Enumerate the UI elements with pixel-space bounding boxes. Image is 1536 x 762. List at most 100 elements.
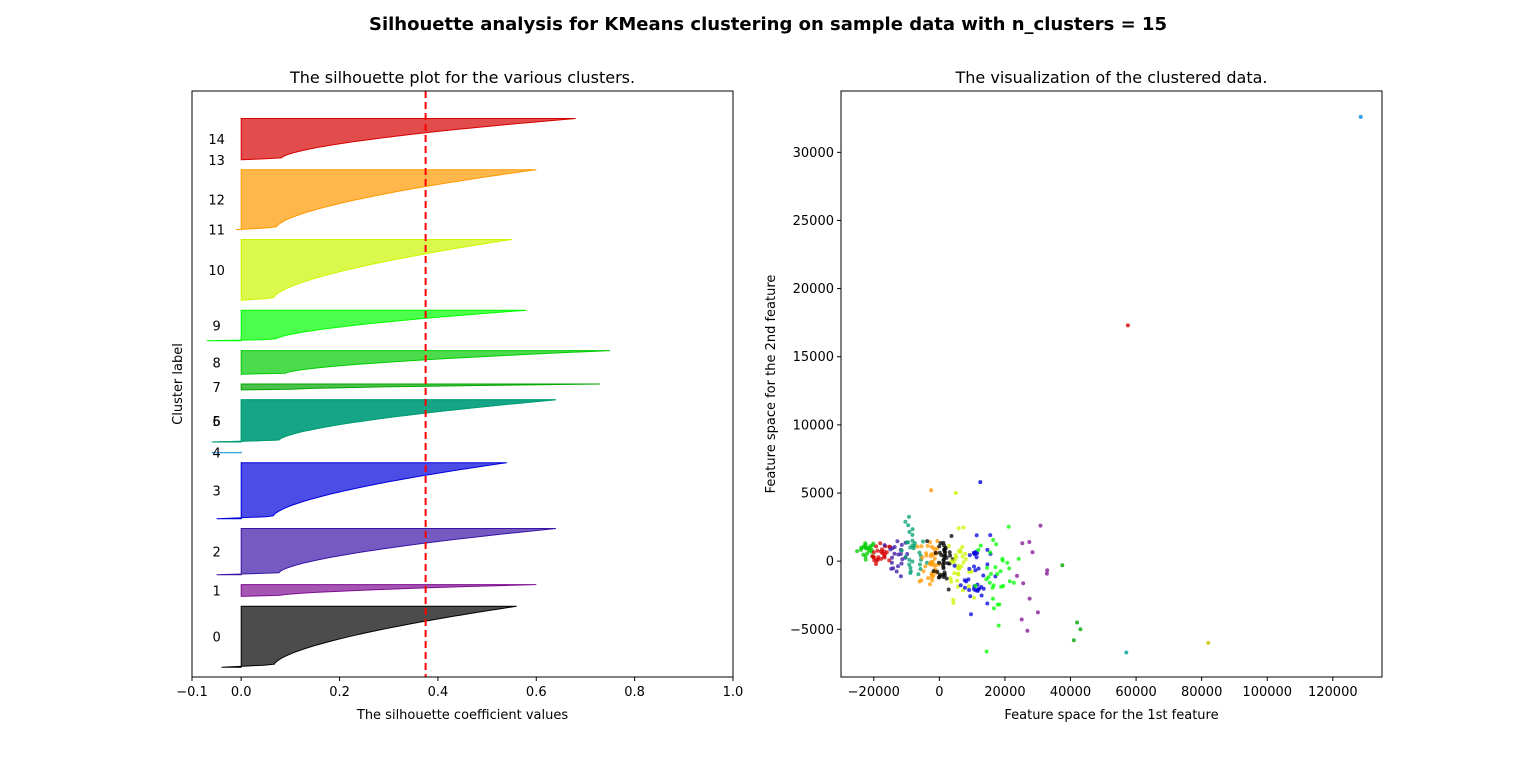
cluster-label-6: 6 (212, 415, 220, 430)
scatter-point (945, 561, 950, 566)
scatter-point (937, 544, 942, 549)
scatter-plot-panel: The visualization of the clustered data.… (764, 68, 1383, 723)
scatter-point (985, 601, 990, 606)
scatter-point (872, 558, 877, 563)
scatter-point (916, 572, 921, 577)
scatter-point (999, 584, 1004, 589)
silhouette-cluster-9 (206, 309, 527, 342)
scatter-point (905, 540, 909, 545)
scatter-point (929, 561, 934, 566)
scatter-point (974, 533, 979, 538)
cluster-label-13: 13 (208, 154, 225, 169)
silhouette-x-tick-label: 0.8 (624, 685, 645, 700)
scatter-point (921, 569, 926, 574)
scatter-y-ticks: −5000 0 5000 10000 15000 20000 25000 30000 (790, 146, 841, 638)
scatter-point (949, 579, 954, 584)
scatter-point (985, 562, 990, 567)
cluster-label-5: 5 (212, 415, 220, 430)
scatter-point (961, 560, 966, 565)
silhouette-x-tick-label: −0.1 (176, 685, 208, 700)
scatter-point (1071, 638, 1076, 643)
scatter-point (910, 532, 915, 537)
cluster-label-10: 10 (208, 264, 225, 279)
scatter-x-tick-label: 0 (935, 685, 943, 700)
scatter-point (956, 549, 961, 554)
scatter-point (967, 566, 972, 571)
scatter-point (984, 649, 989, 654)
scatter-point (963, 551, 968, 556)
scatter-point (918, 567, 923, 571)
scatter-point (1044, 571, 1049, 576)
scatter-point (894, 569, 899, 574)
scatter-point (944, 576, 949, 581)
scatter-point (871, 554, 876, 559)
scatter-point (1045, 568, 1050, 573)
scatter-point (962, 578, 967, 583)
scatter-x-tick-label: −20000 (848, 685, 900, 700)
scatter-point (1005, 560, 1010, 565)
scatter-point (995, 572, 1000, 576)
scatter-point (994, 542, 999, 547)
scatter-point (938, 541, 943, 546)
figure-suptitle: Silhouette analysis for KMeans clusterin… (369, 14, 1167, 35)
silhouette-x-ticks: −0.1 0.0 0.2 0.4 0.6 0.8 1.0 (176, 677, 743, 700)
scatter-point (1015, 573, 1019, 578)
scatter-point (1019, 617, 1024, 622)
scatter-point (975, 588, 980, 593)
scatter-point (875, 548, 880, 553)
scatter-y-tick-label: 0 (826, 555, 834, 570)
scatter-point (960, 554, 965, 559)
cluster-label-12: 12 (208, 194, 225, 209)
scatter-point (1030, 550, 1035, 555)
scatter-point (972, 564, 976, 569)
silhouette-cluster-14 (240, 118, 576, 161)
scatter-point (987, 580, 992, 585)
scatter-point (935, 569, 940, 574)
scatter-point (932, 556, 937, 561)
scatter-y-tick-label: 20000 (793, 282, 834, 297)
scatter-point (874, 562, 878, 566)
scatter-point (924, 553, 929, 558)
scatter-point (896, 564, 900, 569)
scatter-point (973, 583, 978, 588)
scatter-point (1075, 620, 1080, 625)
scatter-point (930, 578, 935, 583)
scatter-point (984, 577, 989, 582)
silhouette-cluster-10 (240, 239, 512, 301)
cluster-label-9: 9 (212, 319, 220, 334)
scatter-point (1006, 524, 1011, 529)
scatter-point (863, 541, 868, 546)
scatter-point (981, 573, 986, 578)
scatter-point (1025, 628, 1030, 633)
scatter-point (941, 575, 946, 579)
scatter-point (942, 561, 947, 565)
scatter-y-tick-label: 30000 (793, 146, 834, 161)
scatter-point (1078, 627, 1083, 632)
silhouette-cluster-6 (211, 399, 556, 443)
scatter-point (963, 585, 967, 590)
scatter-point (1358, 114, 1363, 119)
silhouette-x-axis-label: The silhouette coefficient values (356, 708, 568, 723)
scatter-point (918, 562, 922, 567)
cluster-label-7: 7 (212, 381, 220, 396)
scatter-point (967, 570, 972, 574)
silhouette-x-tick-label: 0.4 (428, 685, 449, 700)
scatter-point (1038, 523, 1043, 528)
scatter-point (921, 539, 925, 544)
scatter-point (939, 553, 944, 557)
scatter-point (908, 569, 913, 574)
scatter-point (917, 550, 922, 555)
scatter-point (908, 565, 913, 570)
scatter-point (919, 544, 924, 549)
scatter-point (976, 566, 981, 571)
scatter-point (931, 546, 936, 551)
scatter-point (991, 596, 995, 601)
scatter-point (882, 552, 887, 557)
scatter-point (910, 527, 915, 532)
scatter-point (991, 538, 996, 542)
scatter-point (955, 578, 959, 583)
scatter-point (979, 593, 984, 598)
scatter-point (871, 550, 876, 555)
